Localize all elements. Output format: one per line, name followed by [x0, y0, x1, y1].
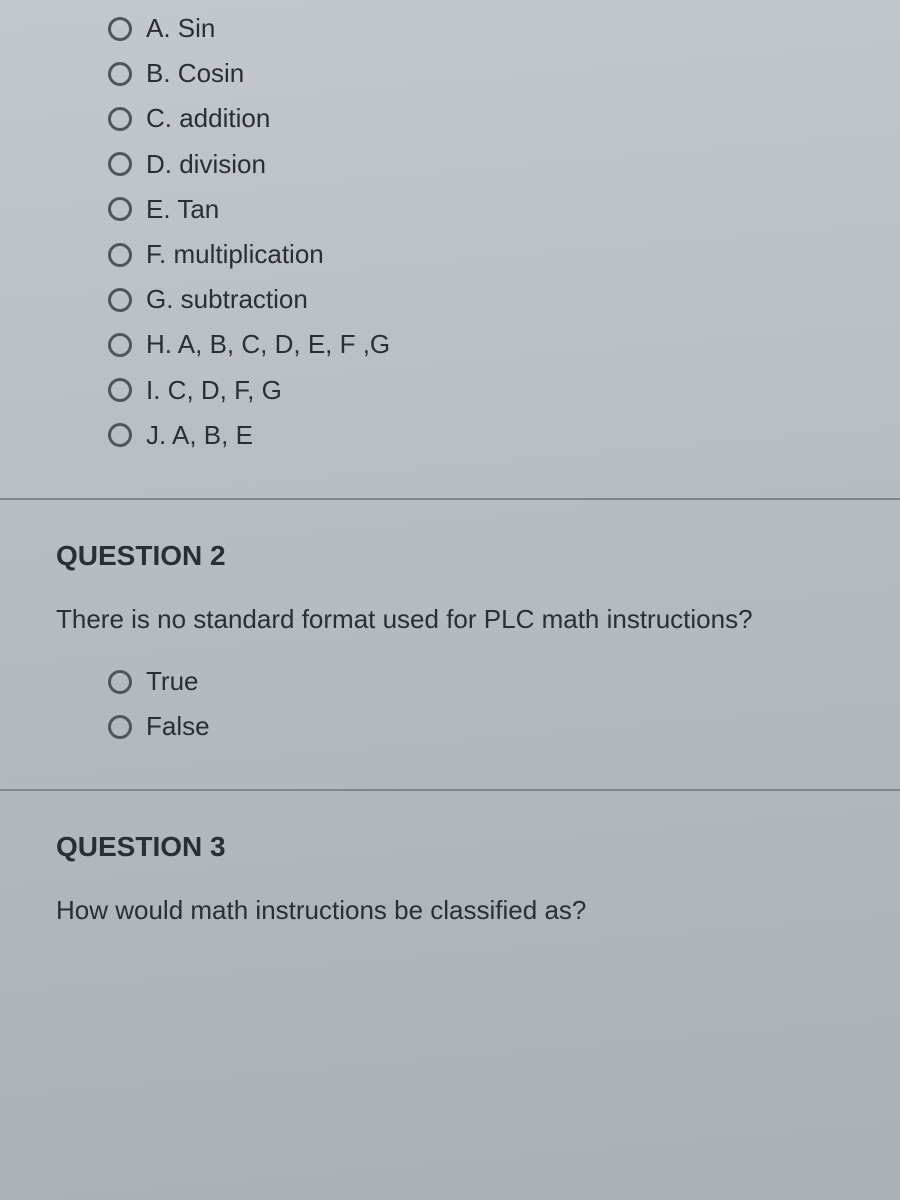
question-1-block: A. Sin B. Cosin C. addition D. division … [0, 0, 900, 498]
radio-icon[interactable] [108, 423, 132, 447]
question-2-heading: QUESTION 2 [18, 500, 882, 602]
option-label: I. C, D, F, G [146, 375, 282, 406]
option-label: B. Cosin [146, 58, 244, 89]
radio-icon[interactable] [108, 288, 132, 312]
radio-icon[interactable] [108, 17, 132, 41]
option-label: H. A, B, C, D, E, F ,G [146, 329, 390, 360]
radio-icon[interactable] [108, 107, 132, 131]
question-3-heading: QUESTION 3 [18, 791, 882, 893]
option-row-c[interactable]: C. addition [108, 96, 882, 141]
option-label: C. addition [146, 103, 270, 134]
radio-icon[interactable] [108, 670, 132, 694]
option-row-a[interactable]: A. Sin [108, 6, 882, 51]
option-row-j[interactable]: J. A, B, E [108, 413, 882, 458]
radio-icon[interactable] [108, 152, 132, 176]
option-row-g[interactable]: G. subtraction [108, 277, 882, 322]
option-row-e[interactable]: E. Tan [108, 187, 882, 232]
radio-icon[interactable] [108, 62, 132, 86]
option-row-false[interactable]: False [108, 704, 882, 749]
option-label: False [146, 711, 210, 742]
option-row-h[interactable]: H. A, B, C, D, E, F ,G [108, 322, 882, 367]
question-1-options: A. Sin B. Cosin C. addition D. division … [18, 6, 882, 458]
quiz-page: A. Sin B. Cosin C. addition D. division … [0, 0, 900, 1200]
radio-icon[interactable] [108, 333, 132, 357]
option-label: G. subtraction [146, 284, 308, 315]
question-2-prompt: There is no standard format used for PLC… [18, 602, 882, 659]
question-2-options: True False [18, 659, 882, 749]
option-label: J. A, B, E [146, 420, 253, 451]
option-label: A. Sin [146, 13, 215, 44]
option-row-d[interactable]: D. division [108, 142, 882, 187]
question-3-block: QUESTION 3 How would math instructions b… [0, 791, 900, 968]
option-row-b[interactable]: B. Cosin [108, 51, 882, 96]
option-label: True [146, 666, 199, 697]
question-3-prompt: How would math instructions be classifie… [18, 893, 882, 928]
option-row-i[interactable]: I. C, D, F, G [108, 368, 882, 413]
radio-icon[interactable] [108, 243, 132, 267]
radio-icon[interactable] [108, 197, 132, 221]
option-label: D. division [146, 149, 266, 180]
option-label: F. multiplication [146, 239, 324, 270]
question-2-block: QUESTION 2 There is no standard format u… [0, 500, 900, 789]
option-row-true[interactable]: True [108, 659, 882, 704]
option-label: E. Tan [146, 194, 219, 225]
option-row-f[interactable]: F. multiplication [108, 232, 882, 277]
radio-icon[interactable] [108, 715, 132, 739]
radio-icon[interactable] [108, 378, 132, 402]
